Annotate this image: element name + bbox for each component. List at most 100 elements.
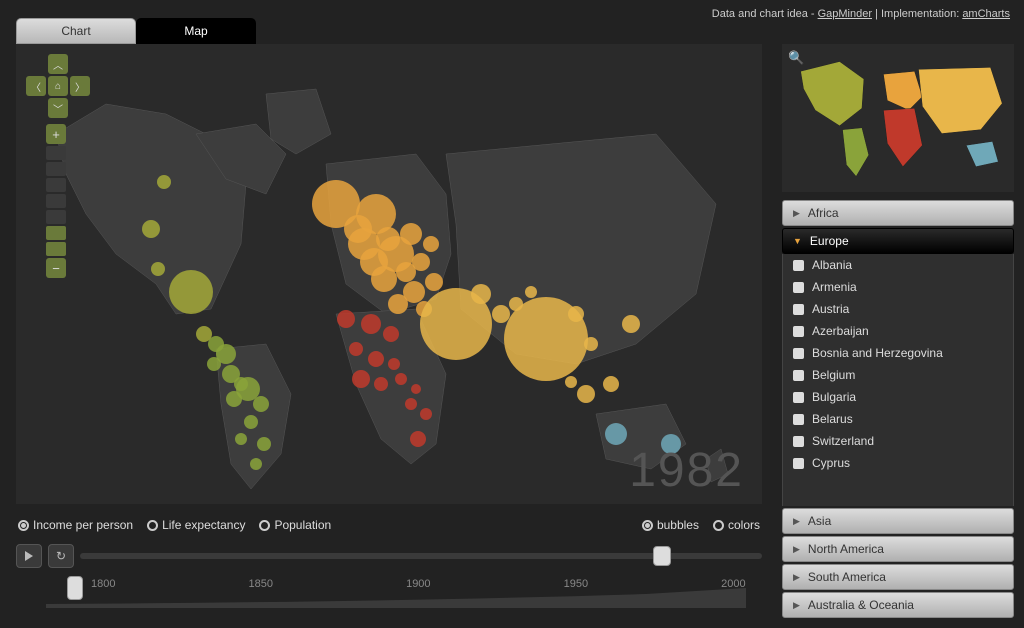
accordion-label: Australia & Oceania bbox=[808, 598, 914, 612]
metric-population[interactable]: Population bbox=[259, 518, 331, 532]
data-bubble[interactable] bbox=[388, 358, 400, 370]
data-bubble[interactable] bbox=[257, 437, 271, 451]
data-bubble[interactable] bbox=[388, 294, 408, 314]
accordion-head-north-america[interactable]: ▶North America bbox=[782, 536, 1014, 562]
zoom-out-button[interactable]: − bbox=[46, 258, 66, 278]
checkbox-icon[interactable] bbox=[793, 458, 804, 469]
zoom-slider[interactable]: + − bbox=[46, 124, 66, 278]
data-bubble[interactable] bbox=[361, 314, 381, 334]
checkbox-icon[interactable] bbox=[793, 260, 804, 271]
data-bubble[interactable] bbox=[142, 220, 160, 238]
accordion-head-asia[interactable]: ▶Asia bbox=[782, 508, 1014, 534]
tab-chart[interactable]: Chart bbox=[16, 18, 136, 44]
chevron-icon: ▶ bbox=[793, 208, 800, 219]
display-colors[interactable]: colors bbox=[713, 518, 760, 532]
checkbox-icon[interactable] bbox=[793, 348, 804, 359]
data-bubble[interactable] bbox=[383, 326, 399, 342]
checkbox-icon[interactable] bbox=[793, 392, 804, 403]
checkbox-icon[interactable] bbox=[793, 304, 804, 315]
data-bubble[interactable] bbox=[584, 337, 598, 351]
data-bubble[interactable] bbox=[169, 270, 213, 314]
data-bubble[interactable] bbox=[568, 306, 584, 322]
data-bubble[interactable] bbox=[411, 384, 421, 394]
pan-right-button[interactable]: 〉 bbox=[70, 76, 90, 96]
data-bubble[interactable] bbox=[400, 223, 422, 245]
data-bubble[interactable] bbox=[622, 315, 640, 333]
data-bubble[interactable] bbox=[236, 377, 260, 401]
country-item[interactable]: Bulgaria bbox=[783, 386, 1013, 408]
data-bubble[interactable] bbox=[244, 415, 258, 429]
metric-income[interactable]: Income per person bbox=[18, 518, 133, 532]
data-bubble[interactable] bbox=[410, 431, 426, 447]
year-scrubber[interactable] bbox=[80, 553, 762, 559]
play-button[interactable] bbox=[16, 544, 42, 568]
minimap[interactable]: 🔍 bbox=[782, 44, 1014, 192]
country-item[interactable]: Belarus bbox=[783, 408, 1013, 430]
data-bubble[interactable] bbox=[471, 284, 491, 304]
world-map[interactable]: ︿ 〈 ⌂ 〉 ﹀ + − 1982 bbox=[16, 44, 762, 504]
data-bubble[interactable] bbox=[412, 253, 430, 271]
data-bubble[interactable] bbox=[405, 398, 417, 410]
data-bubble[interactable] bbox=[603, 376, 619, 392]
accordion-head-europe[interactable]: ▼Europe bbox=[782, 228, 1014, 254]
chevron-icon: ▶ bbox=[793, 600, 800, 611]
checkbox-icon[interactable] bbox=[793, 282, 804, 293]
country-item[interactable]: Albania bbox=[783, 254, 1013, 276]
data-bubble[interactable] bbox=[423, 236, 439, 252]
data-bubble[interactable] bbox=[395, 373, 407, 385]
chevron-icon: ▼ bbox=[793, 236, 802, 246]
amcharts-link[interactable]: amCharts bbox=[962, 8, 1010, 20]
data-bubble[interactable] bbox=[425, 273, 443, 291]
checkbox-icon[interactable] bbox=[793, 436, 804, 447]
data-bubble[interactable] bbox=[525, 286, 537, 298]
accordion-head-south-america[interactable]: ▶South America bbox=[782, 564, 1014, 590]
data-bubble[interactable] bbox=[565, 376, 577, 388]
pan-left-button[interactable]: 〈 bbox=[26, 76, 46, 96]
data-bubble[interactable] bbox=[368, 351, 384, 367]
pan-down-button[interactable]: ﹀ bbox=[48, 98, 68, 118]
data-bubble[interactable] bbox=[577, 385, 595, 403]
data-bubble[interactable] bbox=[352, 370, 370, 388]
gapminder-link[interactable]: GapMinder bbox=[818, 8, 872, 20]
data-bubble[interactable] bbox=[492, 305, 510, 323]
country-item[interactable]: Bosnia and Herzegovina bbox=[783, 342, 1013, 364]
country-item[interactable]: Armenia bbox=[783, 276, 1013, 298]
data-bubble[interactable] bbox=[157, 175, 171, 189]
accordion-head-africa[interactable]: ▶Africa bbox=[782, 200, 1014, 226]
data-bubble[interactable] bbox=[250, 458, 262, 470]
accordion-head-australia-oceania[interactable]: ▶ Australia & Oceania bbox=[782, 592, 1014, 618]
loop-button[interactable]: ↻ bbox=[48, 544, 74, 568]
data-bubble[interactable] bbox=[235, 433, 247, 445]
data-bubble[interactable] bbox=[337, 310, 355, 328]
tab-map[interactable]: Map bbox=[136, 18, 256, 44]
country-item[interactable]: Austria bbox=[783, 298, 1013, 320]
tick-label: 1800 bbox=[91, 578, 115, 590]
checkbox-icon[interactable] bbox=[793, 370, 804, 381]
map-pan-controls: ︿ 〈 ⌂ 〉 ﹀ bbox=[26, 54, 90, 118]
country-item[interactable]: Azerbaijan bbox=[783, 320, 1013, 342]
country-item[interactable]: Switzerland bbox=[783, 430, 1013, 452]
data-bubble[interactable] bbox=[207, 357, 221, 371]
data-bubble[interactable] bbox=[420, 408, 432, 420]
data-bubble[interactable] bbox=[349, 342, 363, 356]
zoom-in-button[interactable]: + bbox=[46, 124, 66, 144]
data-bubble[interactable] bbox=[371, 266, 397, 292]
display-bubbles[interactable]: bubbles bbox=[642, 518, 699, 532]
time-axis[interactable]: 18001850190019502000 bbox=[46, 578, 762, 608]
pan-up-button[interactable]: ︿ bbox=[48, 54, 68, 74]
checkbox-icon[interactable] bbox=[793, 414, 804, 425]
checkbox-icon[interactable] bbox=[793, 326, 804, 337]
metric-life[interactable]: Life expectancy bbox=[147, 518, 245, 532]
tick-label: 1850 bbox=[249, 578, 273, 590]
magnify-icon[interactable]: 🔍 bbox=[788, 50, 804, 66]
time-range-thumb[interactable] bbox=[67, 576, 83, 600]
country-item[interactable]: Belgium bbox=[783, 364, 1013, 386]
country-label: Armenia bbox=[812, 280, 857, 294]
data-bubble[interactable] bbox=[374, 377, 388, 391]
data-bubble[interactable] bbox=[253, 396, 269, 412]
data-bubble[interactable] bbox=[605, 423, 627, 445]
data-bubble[interactable] bbox=[151, 262, 165, 276]
scrubber-thumb[interactable] bbox=[653, 546, 671, 566]
country-item[interactable]: Cyprus bbox=[783, 452, 1013, 474]
pan-home-button[interactable]: ⌂ bbox=[48, 76, 68, 96]
